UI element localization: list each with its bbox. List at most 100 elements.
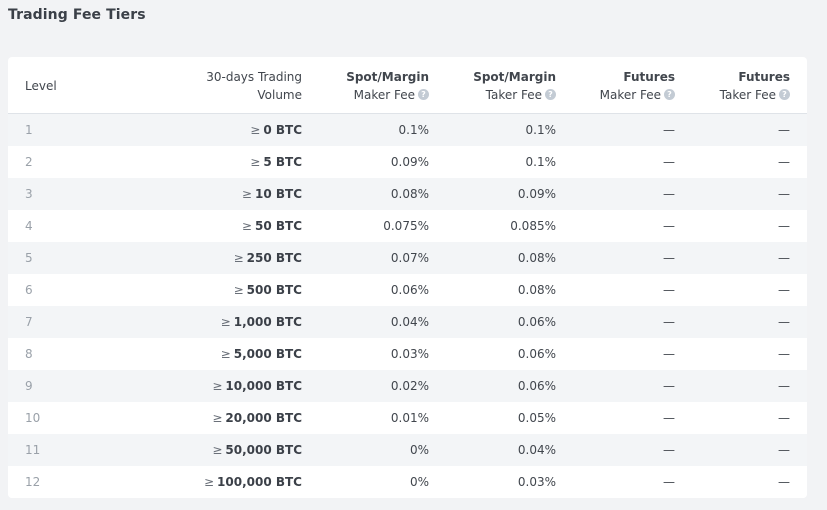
header-spot-taker-line2: Taker Fee <box>485 87 542 102</box>
volume-amount: 50 BTC <box>254 219 302 233</box>
spot-taker-fee-cell: 0.1% <box>525 123 557 137</box>
table-row: 10 ≥20,000 BTC 0.01% 0.05% — — <box>8 402 807 434</box>
level-cell: 10 <box>25 411 41 425</box>
header-spot-maker-line1: Spot/Margin <box>346 69 429 84</box>
volume-amount: 0 BTC <box>263 123 302 137</box>
header-futures-taker: Futures Taker Fee ? <box>720 57 790 114</box>
futures-maker-fee-cell: — <box>663 251 675 265</box>
ge-symbol: ≥ <box>212 443 223 457</box>
volume-cell: ≥10 BTC <box>242 178 302 210</box>
table-row: 11 ≥50,000 BTC 0% 0.04% — — <box>8 434 807 466</box>
header-volume-line1: 30-days Trading <box>206 69 302 84</box>
table-row: 1 ≥0 BTC 0.1% 0.1% — — <box>8 114 807 146</box>
level-cell: 4 <box>25 219 33 233</box>
spot-taker-fee-cell: 0.09% <box>517 187 556 201</box>
help-icon[interactable]: ? <box>545 89 556 100</box>
table-row: 4 ≥50 BTC 0.075% 0.085% — — <box>8 210 807 242</box>
help-icon[interactable]: ? <box>418 89 429 100</box>
spot-maker-fee-cell: 0.06% <box>390 283 429 297</box>
spot-maker-fee-cell: 0.08% <box>390 187 429 201</box>
futures-taker-fee-cell: — <box>778 475 790 489</box>
volume-amount: 1,000 BTC <box>233 315 302 329</box>
header-spot-maker-line2: Maker Fee <box>353 87 415 102</box>
volume-cell: ≥20,000 BTC <box>212 402 302 434</box>
header-spot-taker-line1: Spot/Margin <box>473 69 556 84</box>
spot-taker-fee-cell: 0.06% <box>517 379 556 393</box>
futures-taker-fee-cell: — <box>778 283 790 297</box>
ge-symbol: ≥ <box>203 475 215 489</box>
futures-maker-fee-cell: — <box>663 347 675 361</box>
table-row: 3 ≥10 BTC 0.08% 0.09% — — <box>8 178 807 210</box>
page-title: Trading Fee Tiers <box>8 7 146 23</box>
futures-taker-fee-cell: — <box>778 123 790 137</box>
table-header: Level 30-days Trading Volume Spot/Margin… <box>8 57 807 114</box>
header-spot-taker: Spot/Margin Taker Fee ? <box>473 57 556 114</box>
ge-symbol: ≥ <box>220 347 231 361</box>
header-volume-line2: Volume <box>257 87 302 102</box>
volume-cell: ≥50,000 BTC <box>212 434 302 466</box>
level-cell: 9 <box>25 379 33 393</box>
futures-taker-fee-cell: — <box>778 251 790 265</box>
volume-amount: 10,000 BTC <box>225 379 302 393</box>
volume-cell: ≥0 BTC <box>250 114 302 146</box>
ge-symbol: ≥ <box>241 219 252 233</box>
futures-maker-fee-cell: — <box>663 187 675 201</box>
header-level: Level <box>25 57 57 114</box>
spot-maker-fee-cell: 0.09% <box>390 155 429 169</box>
spot-maker-fee-cell: 0.1% <box>398 123 430 137</box>
table-row: 7 ≥1,000 BTC 0.04% 0.06% — — <box>8 306 807 338</box>
ge-symbol: ≥ <box>212 379 223 393</box>
futures-maker-fee-cell: — <box>663 379 675 393</box>
header-level-label: Level <box>25 78 57 93</box>
header-spot-maker: Spot/Margin Maker Fee ? <box>346 57 429 114</box>
spot-maker-fee-cell: 0.07% <box>390 251 429 265</box>
futures-maker-fee-cell: — <box>663 475 675 489</box>
help-icon[interactable]: ? <box>779 89 790 100</box>
fee-tiers-table: Level 30-days Trading Volume Spot/Margin… <box>8 57 807 498</box>
spot-taker-fee-cell: 0.085% <box>510 219 556 233</box>
table-body: 1 ≥0 BTC 0.1% 0.1% — — 2 ≥5 BTC 0.09% 0.1% — — 3 ≥1… <box>8 114 807 498</box>
futures-taker-fee-cell: — <box>778 411 790 425</box>
header-volume: 30-days Trading Volume <box>206 57 302 114</box>
spot-maker-fee-cell: 0.03% <box>390 347 429 361</box>
volume-cell: ≥1,000 BTC <box>221 306 302 338</box>
volume-cell: ≥100,000 BTC <box>204 466 302 498</box>
header-futures-maker-line2: Maker Fee <box>599 87 661 102</box>
spot-maker-fee-cell: 0.01% <box>390 411 429 425</box>
level-cell: 3 <box>25 187 33 201</box>
level-cell: 11 <box>25 443 41 457</box>
table-row: 8 ≥5,000 BTC 0.03% 0.06% — — <box>8 338 807 370</box>
header-futures-taker-line2: Taker Fee <box>719 87 776 102</box>
spot-taker-fee-cell: 0.1% <box>525 155 557 169</box>
table-row: 6 ≥500 BTC 0.06% 0.08% — — <box>8 274 807 306</box>
spot-taker-fee-cell: 0.06% <box>517 315 556 329</box>
ge-symbol: ≥ <box>250 123 261 137</box>
spot-taker-fee-cell: 0.08% <box>517 283 556 297</box>
volume-cell: ≥500 BTC <box>234 274 302 306</box>
spot-maker-fee-cell: 0.02% <box>390 379 429 393</box>
futures-maker-fee-cell: — <box>663 411 675 425</box>
help-icon[interactable]: ? <box>664 89 675 100</box>
table-row: 12 ≥100,000 BTC 0% 0.03% — — <box>8 466 807 498</box>
volume-amount: 5 BTC <box>263 155 302 169</box>
volume-cell: ≥5 BTC <box>250 146 302 178</box>
ge-symbol: ≥ <box>233 283 244 297</box>
futures-maker-fee-cell: — <box>663 123 675 137</box>
level-cell: 7 <box>25 315 33 329</box>
spot-taker-fee-cell: 0.03% <box>517 475 556 489</box>
level-cell: 2 <box>25 155 33 169</box>
header-futures-taker-line1: Futures <box>738 69 790 84</box>
volume-cell: ≥10,000 BTC <box>212 370 302 402</box>
futures-maker-fee-cell: — <box>663 283 675 297</box>
ge-symbol: ≥ <box>233 251 244 265</box>
volume-cell: ≥5,000 BTC <box>221 338 302 370</box>
futures-maker-fee-cell: — <box>663 155 675 169</box>
level-cell: 12 <box>25 475 41 489</box>
volume-amount: 5,000 BTC <box>233 347 302 361</box>
spot-maker-fee-cell: 0.075% <box>383 219 429 233</box>
futures-maker-fee-cell: — <box>663 219 675 233</box>
ge-symbol: ≥ <box>250 155 261 169</box>
futures-taker-fee-cell: — <box>778 443 790 457</box>
header-futures-maker-line1: Futures <box>623 69 675 84</box>
spot-maker-fee-cell: 0% <box>409 475 429 489</box>
